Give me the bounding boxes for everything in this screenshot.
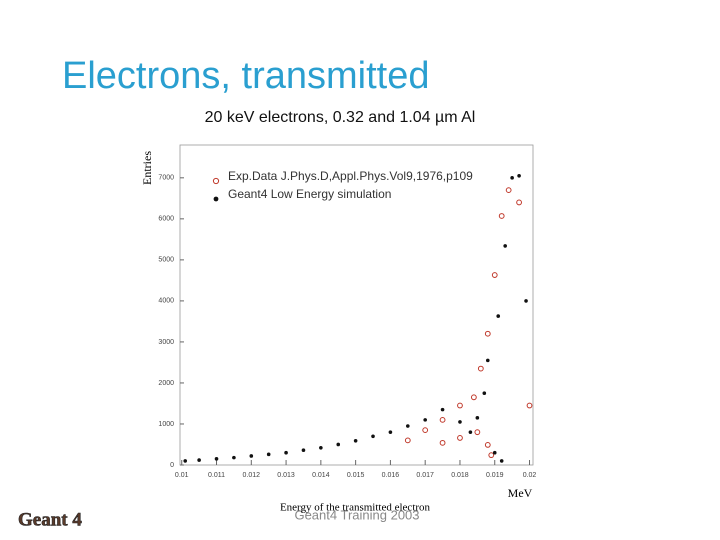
footer: Geant4 Training 2003 [294, 507, 419, 522]
logo: Geant 4 [18, 509, 82, 530]
data-point [503, 244, 507, 248]
x-tick-label: 0.02 [523, 472, 537, 479]
y-tick-label: 5000 [158, 257, 174, 264]
data-point [232, 455, 236, 460]
data-point [496, 314, 501, 318]
data-point [457, 435, 463, 441]
data-point [505, 187, 512, 194]
x-tick-label: 0.01 [175, 472, 189, 479]
data-point [482, 391, 487, 396]
data-point [249, 454, 254, 458]
data-point [484, 330, 491, 337]
x-tick-label: 0.018 [451, 472, 469, 479]
data-point [458, 420, 462, 424]
y-tick-label: 7000 [158, 175, 174, 182]
data-point [484, 441, 491, 448]
legend-label: Geant4 Low Energy simulation [228, 187, 391, 201]
data-point [266, 452, 271, 457]
data-point [319, 445, 323, 450]
data-point [423, 418, 427, 422]
data-point [499, 459, 504, 463]
y-tick-label: 4000 [158, 298, 174, 305]
legend-label: Exp.Data J.Phys.D,Appl.Phys.Vol9,1976,p1… [228, 169, 473, 183]
data-point [371, 434, 375, 439]
data-point [470, 394, 477, 401]
y-tick-label: 3000 [158, 339, 174, 346]
data-point [526, 402, 533, 409]
data-point [491, 272, 498, 278]
data-point [498, 213, 505, 219]
y-axis-label: Entries [140, 151, 154, 185]
data-point [422, 427, 429, 434]
x-tick-label: 0.017 [416, 472, 434, 479]
data-point [477, 365, 484, 372]
data-point [214, 457, 219, 461]
data-point [284, 450, 288, 455]
y-tick-label: 1000 [158, 421, 174, 428]
x-axis-unit: MeV [508, 486, 533, 500]
slide-subtitle: 20 keV electrons, 0.32 and 1.04 µm Al [205, 109, 476, 126]
x-axis-label: Energy of the transmitted electron [280, 502, 431, 514]
data-point [440, 407, 445, 412]
data-point [475, 416, 480, 420]
data-point [439, 416, 446, 423]
x-tick-label: 0.016 [382, 472, 400, 479]
data-point [197, 458, 201, 462]
data-point [485, 358, 490, 363]
x-tick-label: 0.011 [208, 472, 225, 479]
legend-marker [213, 196, 219, 202]
x-tick-label: 0.019 [486, 472, 504, 479]
data-point [488, 452, 495, 459]
data-point [353, 438, 358, 443]
x-tick-label: 0.012 [243, 472, 261, 479]
data-point [516, 199, 522, 206]
y-tick-label: 0 [170, 462, 174, 469]
data-point [336, 442, 341, 447]
data-point [492, 450, 497, 455]
data-point [388, 430, 393, 434]
legend-marker [212, 177, 220, 185]
plot-frame [179, 144, 534, 466]
x-tick-label: 0.013 [277, 472, 295, 479]
y-tick-label: 2000 [158, 380, 174, 387]
data-point [510, 176, 514, 180]
data-point [474, 429, 481, 436]
data-point [524, 299, 528, 303]
data-point [457, 402, 463, 409]
slide-title: Electrons, transmitted [62, 55, 429, 97]
data-point [468, 430, 473, 434]
data-point [404, 437, 411, 444]
data-point [301, 448, 306, 453]
data-point [439, 439, 446, 446]
x-tick-label: 0.015 [347, 472, 365, 479]
data-point [405, 424, 410, 428]
data-point [183, 459, 188, 463]
data-point [517, 173, 521, 178]
x-tick-label: 0.014 [312, 472, 330, 479]
y-tick-label: 6000 [158, 216, 174, 223]
